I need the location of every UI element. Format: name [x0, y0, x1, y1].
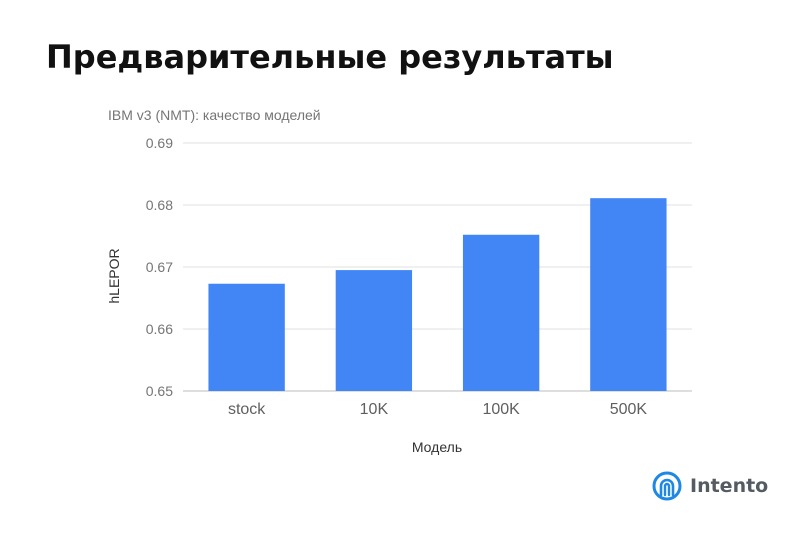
y-axis-label: hLEPOR	[106, 248, 122, 303]
x-tick-label: 100K	[482, 401, 520, 418]
bar-100k	[462, 234, 540, 391]
logo-text: Intento	[690, 475, 769, 497]
y-tick-labels: 0.65 0.66 0.67 0.68 0.69	[146, 135, 173, 399]
bar-500k	[590, 198, 667, 391]
intento-logo-icon	[652, 471, 682, 501]
chart-title: IBM v3 (NMT): качество моделей	[108, 107, 321, 123]
bar-10k	[335, 270, 413, 391]
page-title: Предварительные результаты	[46, 38, 614, 76]
x-tick-labels: stock 10K 100K 500K	[228, 401, 647, 418]
y-tick-label: 0.67	[146, 259, 173, 275]
y-tick-label: 0.66	[146, 321, 173, 337]
bars	[208, 198, 667, 391]
y-tick-label: 0.68	[146, 197, 173, 213]
x-tick-label: 10K	[360, 401, 389, 418]
y-tick-label: 0.69	[146, 135, 173, 151]
x-axis-label: Модель	[412, 439, 462, 455]
intento-logo: Intento	[652, 471, 768, 501]
x-tick-label: 500K	[610, 401, 648, 418]
y-tick-label: 0.65	[146, 383, 173, 399]
bar-stock	[208, 283, 285, 391]
x-tick-label: stock	[228, 401, 266, 418]
